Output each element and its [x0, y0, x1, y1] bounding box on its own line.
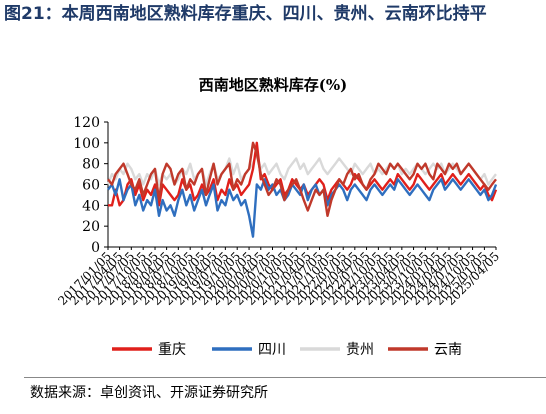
- chart-title: 西南地区熟料库存(%): [198, 76, 348, 94]
- legend-label: 重庆: [158, 342, 186, 358]
- figure-title: 图21：本周西南地区熟料库存重庆、四川、贵州、云南环比持平: [4, 4, 487, 24]
- series-line-1: [107, 178, 498, 238]
- y-tick-label: 80: [82, 157, 100, 173]
- chart-legend: 重庆 四川 贵州 云南: [112, 342, 462, 358]
- y-tick-label: 120: [73, 115, 100, 131]
- x-tick-labels: 2017/01/052017/04/052017/07/052017/10/05…: [55, 247, 502, 308]
- source-note: 数据来源：卓创资讯、开源证券研究所: [30, 385, 268, 401]
- y-tick-label: 40: [82, 198, 100, 214]
- chart-axes: 0 20 40 60 80 100 120: [73, 115, 496, 256]
- y-tick-label: 100: [73, 136, 100, 152]
- legend-label: 云南: [434, 342, 462, 358]
- legend-label: 贵州: [346, 342, 374, 358]
- y-tick-label: 20: [82, 219, 100, 235]
- y-tick-label: 0: [91, 240, 100, 256]
- legend-label: 四川: [258, 342, 286, 358]
- source-divider: [24, 377, 546, 378]
- y-tick-label: 60: [82, 178, 100, 194]
- series-layer: [106, 141, 498, 238]
- series-line-3: [107, 141, 497, 217]
